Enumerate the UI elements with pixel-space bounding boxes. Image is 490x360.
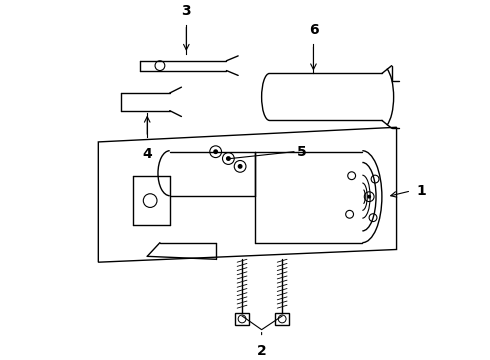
Text: 2: 2 xyxy=(257,344,267,358)
Bar xyxy=(235,313,249,325)
Text: 1: 1 xyxy=(416,184,426,198)
Text: 4: 4 xyxy=(142,147,152,161)
Text: 6: 6 xyxy=(309,23,318,37)
Text: 5: 5 xyxy=(297,145,307,159)
Bar xyxy=(275,313,289,325)
Circle shape xyxy=(238,164,243,169)
Circle shape xyxy=(226,156,231,161)
Text: 3: 3 xyxy=(181,4,191,18)
Circle shape xyxy=(367,195,371,199)
Circle shape xyxy=(213,149,218,154)
